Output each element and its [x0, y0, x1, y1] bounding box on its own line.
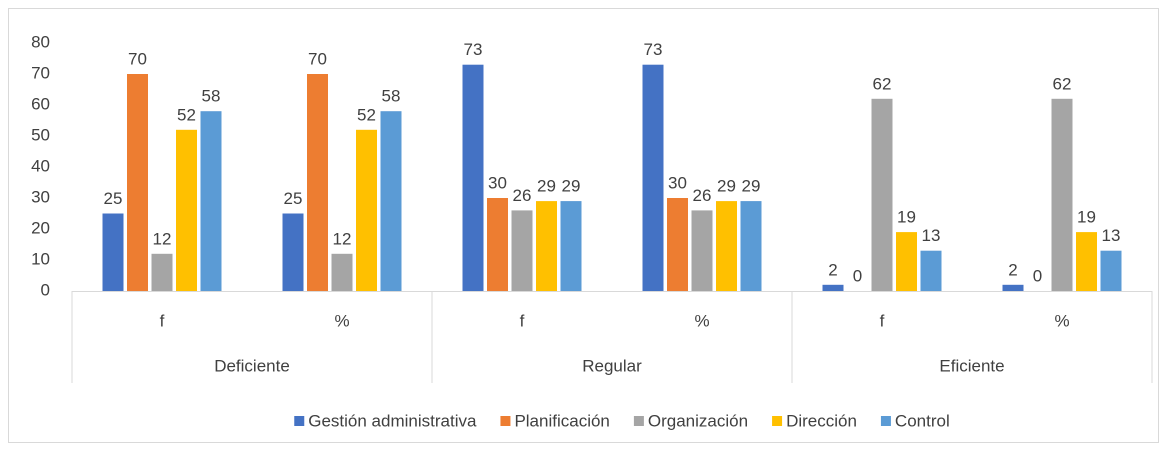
- data-label: 58: [382, 87, 401, 106]
- data-label: 73: [464, 40, 483, 59]
- data-label: 73: [644, 40, 663, 59]
- bar: [331, 253, 353, 291]
- legend-swatch: [294, 416, 305, 426]
- y-tick-label: 20: [31, 218, 50, 237]
- bar: [1051, 98, 1073, 291]
- bar: [1002, 284, 1024, 291]
- bar: [511, 210, 533, 291]
- bar: [487, 198, 508, 291]
- data-label: 70: [308, 49, 327, 68]
- bar: [176, 129, 197, 291]
- y-tick-label: 30: [31, 187, 50, 206]
- legend-label: Gestión administrativa: [308, 411, 477, 430]
- bar: [151, 253, 173, 291]
- legend-swatch: [880, 416, 891, 426]
- bar: [307, 74, 328, 291]
- legend-swatch: [772, 416, 783, 426]
- data-label: 19: [897, 208, 916, 227]
- y-tick-label: 0: [41, 280, 50, 299]
- bar: [822, 284, 844, 291]
- x-tick-label: f: [160, 311, 165, 330]
- bar: [1076, 232, 1097, 291]
- data-label: 29: [537, 177, 556, 196]
- data-label: 19: [1077, 208, 1096, 227]
- data-label: 30: [668, 173, 687, 192]
- data-label: 52: [177, 105, 196, 124]
- data-label: 13: [922, 226, 941, 245]
- legend-swatch: [633, 416, 644, 426]
- bar: [380, 111, 402, 291]
- group-label: Eficiente: [939, 356, 1004, 375]
- y-tick-label: 40: [31, 156, 50, 175]
- data-label: 29: [562, 177, 581, 196]
- bar: [667, 198, 688, 291]
- data-label: 26: [513, 186, 532, 205]
- data-label: 58: [202, 87, 221, 106]
- data-label: 25: [284, 189, 303, 208]
- legend-label: Planificación: [514, 411, 609, 430]
- bar: [716, 201, 737, 291]
- data-label: 30: [488, 173, 507, 192]
- group-label: Regular: [582, 356, 642, 375]
- data-label: 62: [1053, 74, 1072, 93]
- data-label: 62: [873, 74, 892, 93]
- bar: [642, 64, 664, 291]
- y-tick-label: 50: [31, 125, 50, 144]
- bar: [536, 201, 557, 291]
- data-label: 2: [1008, 260, 1017, 279]
- bar: [871, 98, 893, 291]
- data-label: 29: [742, 177, 761, 196]
- y-tick-label: 10: [31, 249, 50, 268]
- bar: [1100, 250, 1122, 291]
- group-label: Deficiente: [214, 356, 290, 375]
- bar: [740, 201, 762, 291]
- bar: [920, 250, 942, 291]
- bar: [691, 210, 713, 291]
- chart-border: [8, 8, 1159, 443]
- x-tick-label: %: [694, 311, 709, 330]
- y-tick-label: 80: [31, 32, 50, 51]
- data-label: 2: [828, 260, 837, 279]
- data-label: 26: [693, 186, 712, 205]
- x-tick-label: f: [880, 311, 885, 330]
- bar: [102, 213, 124, 291]
- bar: [282, 213, 304, 291]
- x-tick-label: %: [1054, 311, 1069, 330]
- data-label: 25: [104, 189, 123, 208]
- x-tick-label: f: [520, 311, 525, 330]
- data-label: 0: [1033, 266, 1042, 285]
- bar: [462, 64, 484, 291]
- data-label: 70: [128, 49, 147, 68]
- data-label: 12: [333, 229, 352, 248]
- data-label: 12: [153, 229, 172, 248]
- legend-swatch: [500, 416, 511, 426]
- legend-label: Organización: [648, 411, 748, 430]
- bar: [356, 129, 377, 291]
- legend-label: Control: [895, 411, 950, 430]
- x-tick-label: %: [334, 311, 349, 330]
- data-label: 13: [1102, 226, 1121, 245]
- bar: [127, 74, 148, 291]
- data-label: 0: [853, 266, 862, 285]
- data-label: 29: [717, 177, 736, 196]
- bar: [200, 111, 222, 291]
- legend-label: Dirección: [786, 411, 857, 430]
- data-label: 52: [357, 105, 376, 124]
- bar: [560, 201, 582, 291]
- y-tick-label: 60: [31, 94, 50, 113]
- bar: [896, 232, 917, 291]
- y-tick-label: 70: [31, 63, 50, 82]
